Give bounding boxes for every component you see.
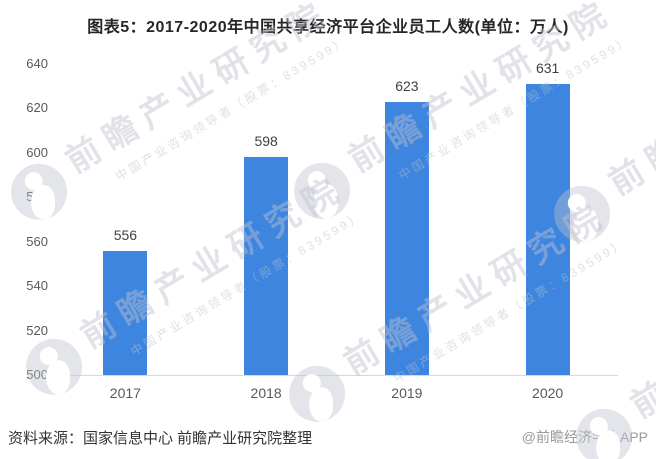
x-axis-label: 2020 [532, 385, 564, 401]
y-axis-tick-label: 540 [26, 278, 48, 294]
bar-value-label: 598 [254, 133, 278, 150]
footer: 资料来源：国家信息中心 前瞻产业研究院整理 @前瞻经济学人APP [8, 428, 648, 447]
y-axis-tick-label: 520 [26, 322, 48, 338]
bar-2020 [525, 83, 570, 375]
bar-value-label: 623 [395, 77, 419, 94]
bar-2017 [103, 250, 148, 375]
bar-value-label: 631 [535, 59, 560, 76]
x-axis-line [55, 375, 618, 376]
y-axis-tick-label: 600 [26, 144, 48, 160]
bar-value-label: 556 [113, 226, 138, 243]
y-axis-tick-label: 580 [26, 189, 48, 205]
y-axis-tick-label: 500 [26, 367, 48, 382]
bar-2018 [244, 157, 289, 375]
y-axis-tick-label: 560 [26, 233, 48, 249]
chart-title: 图表5：2017-2020年中国共享经济平台企业员工人数(单位：万人) [87, 19, 569, 36]
bar-2019 [384, 101, 429, 375]
x-axis-label: 2017 [109, 385, 141, 401]
app-credit: @前瞻经济学人APP [521, 429, 648, 445]
x-axis-label: 2018 [250, 385, 282, 401]
source-note: 资料来源：国家信息中心 前瞻产业研究院整理 [8, 429, 313, 447]
x-axis-label: 2019 [391, 385, 423, 401]
y-axis-tick-label: 620 [26, 100, 48, 116]
y-axis-tick-label: 640 [26, 56, 48, 71]
